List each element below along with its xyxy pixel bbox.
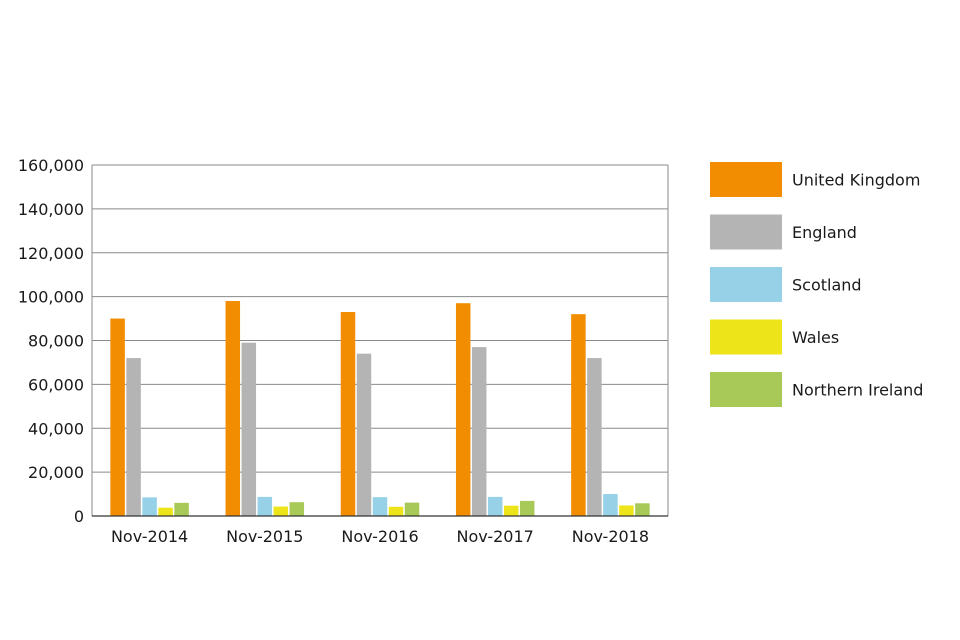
bar [142,497,157,516]
legend-swatch [710,372,782,407]
axes [91,165,669,517]
bar [587,358,602,516]
bar [571,314,586,516]
bar [603,494,618,516]
bar [455,303,471,516]
x-tick-label: Nov-2016 [341,527,418,546]
legend: United Kingdom England Scotland Wales Northe… [710,162,923,407]
y-axis-ticks: 0 20,000 40,000 60,000 80,000 100,000 120,000 1… [18,156,84,526]
bar [241,342,257,516]
legend-label: United Kingdom [792,171,920,190]
gridlines [92,164,668,473]
legend-swatch [710,162,782,197]
y-tick-label: 100,000 [18,288,84,307]
x-tick-label: Nov-2018 [572,527,649,546]
bar [110,318,125,516]
bar [404,502,420,516]
y-tick-label: 0 [74,507,84,526]
x-tick-label: Nov-2014 [111,527,188,546]
y-tick-label: 140,000 [18,200,84,219]
y-tick-label: 20,000 [28,463,84,482]
bar [388,506,404,516]
y-tick-label: 80,000 [28,332,84,351]
bar [158,507,173,516]
bar [471,347,487,516]
legend-swatch [710,319,782,355]
x-tick-label: Nov-2015 [226,527,303,546]
bar [356,353,372,516]
legend-swatch [710,267,782,302]
y-tick-label: 40,000 [28,419,84,438]
bar [273,506,289,516]
x-tick-label: Nov-2017 [457,527,534,546]
bar [519,500,535,516]
bar [619,505,634,516]
legend-label: England [792,223,857,242]
bar [372,497,388,516]
legend-label: Northern Ireland [792,381,923,400]
bars [110,301,650,516]
bar [225,301,241,516]
bar [503,505,519,516]
y-tick-label: 120,000 [18,244,84,263]
bar [635,503,650,516]
bar [257,496,273,516]
y-tick-label: 160,000 [18,156,84,175]
legend-swatch [710,214,782,250]
legend-label: Wales [792,328,839,347]
bar [487,496,503,516]
y-tick-label: 60,000 [28,375,84,394]
legend-label: Scotland [792,276,862,295]
bar [174,502,189,516]
bar [126,358,141,516]
x-axis-ticks: Nov-2014 Nov-2015 Nov-2016 Nov-2017 Nov-2018 [111,527,649,546]
bar [289,502,305,516]
bar [340,311,356,516]
